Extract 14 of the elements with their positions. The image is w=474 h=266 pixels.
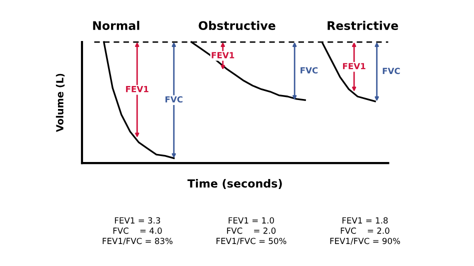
- annotation: FEV1: [126, 86, 148, 92]
- annotation: FEV1: [212, 52, 234, 58]
- annotation: FEV1: [343, 63, 366, 70]
- text: FEV1 = 1.0 FVC = 2.0 FEV1/FVC = 50%: [216, 217, 286, 245]
- x-axis-title: Time (seconds): [187, 179, 282, 189]
- annotation: FVC: [300, 67, 318, 74]
- text: Obstructive: [198, 20, 276, 30]
- y-axis-title: Volume (L): [56, 74, 65, 132]
- text: FEV1 = 3.3 FVC = 4.0 FEV1/FVC = 83%: [102, 217, 172, 245]
- annotation: FVC: [382, 68, 400, 74]
- text: Restrictive: [328, 20, 398, 30]
- text: FEV1 = 1.8 FVC = 2.0 FEV1/FVC = 90%: [330, 217, 400, 245]
- annotation: FVC: [166, 96, 182, 103]
- text: Normal: [93, 20, 140, 30]
